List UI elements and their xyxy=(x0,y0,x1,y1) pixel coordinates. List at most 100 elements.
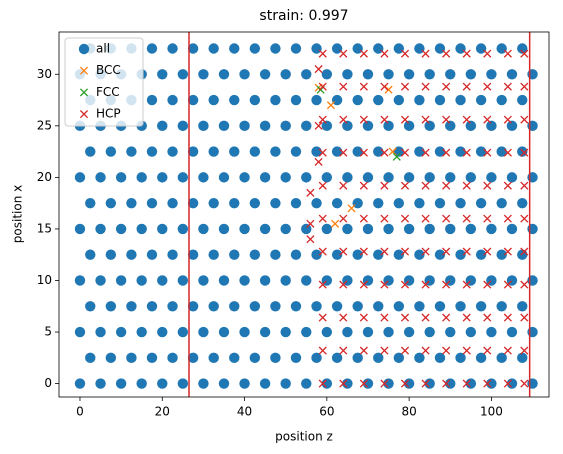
x-marker xyxy=(318,49,327,58)
x-tick-label: 60 xyxy=(319,405,334,419)
point xyxy=(424,172,435,183)
point xyxy=(157,378,168,389)
point xyxy=(198,326,209,338)
point xyxy=(321,120,333,132)
point xyxy=(85,352,96,364)
point xyxy=(311,197,322,209)
point xyxy=(229,249,240,260)
x-marker xyxy=(314,121,323,130)
point xyxy=(218,326,230,338)
point xyxy=(403,172,415,183)
point xyxy=(362,69,374,80)
point xyxy=(239,172,250,183)
point xyxy=(496,301,507,312)
x-marker xyxy=(421,346,430,355)
y-tick-label: 25 xyxy=(37,118,52,132)
x-marker xyxy=(359,181,368,190)
point xyxy=(517,43,528,54)
y-tick-label: 30 xyxy=(37,67,52,81)
point xyxy=(229,197,240,209)
point xyxy=(167,146,178,157)
point xyxy=(434,352,446,364)
x-marker xyxy=(421,280,430,289)
point xyxy=(486,326,497,338)
point xyxy=(157,223,168,235)
point xyxy=(95,326,106,338)
point xyxy=(301,69,312,80)
point xyxy=(218,223,230,235)
point xyxy=(321,69,333,80)
point xyxy=(496,146,507,157)
point xyxy=(290,197,302,209)
point xyxy=(259,326,271,338)
point xyxy=(105,352,117,364)
axes: 0 20 40 60 80 100 0 5 10 15 20 25 30 all BCC FCC HCP xyxy=(37,31,550,419)
x-marker xyxy=(318,247,327,256)
point xyxy=(301,120,312,132)
x-marker xyxy=(359,82,368,91)
x-marker xyxy=(503,313,512,322)
point xyxy=(311,301,322,312)
x-marker xyxy=(347,204,356,213)
point xyxy=(311,94,322,106)
point xyxy=(455,146,466,157)
point xyxy=(301,378,312,389)
x-marker xyxy=(503,379,512,388)
x-marker xyxy=(462,379,471,388)
point xyxy=(342,223,353,235)
point xyxy=(95,275,106,286)
x-marker xyxy=(318,82,327,91)
point xyxy=(517,197,528,209)
x-marker xyxy=(318,379,327,388)
point xyxy=(527,275,538,286)
x-marker xyxy=(442,115,451,124)
point xyxy=(331,352,343,364)
point xyxy=(434,146,446,157)
point xyxy=(105,197,117,209)
point xyxy=(475,94,487,106)
point xyxy=(465,326,477,338)
x-marker xyxy=(462,115,471,124)
point xyxy=(249,301,261,312)
x-marker xyxy=(483,181,492,190)
x-marker xyxy=(400,82,410,91)
point xyxy=(445,120,456,132)
x-marker xyxy=(306,219,315,228)
x-marker xyxy=(503,214,512,223)
point xyxy=(229,43,240,54)
x-marker xyxy=(339,280,348,289)
point xyxy=(311,249,322,260)
point xyxy=(105,301,117,312)
x-marker xyxy=(442,181,451,190)
x-marker xyxy=(359,148,368,157)
x-marker xyxy=(462,82,471,91)
x-marker xyxy=(503,115,512,124)
y-tick-label: 10 xyxy=(37,273,52,287)
point xyxy=(506,69,518,80)
point xyxy=(208,43,219,54)
x-marker xyxy=(400,181,410,190)
x-marker xyxy=(318,214,327,223)
x-marker xyxy=(462,280,471,289)
point xyxy=(403,69,415,80)
x-marker xyxy=(400,115,410,124)
point xyxy=(270,249,281,260)
point xyxy=(496,352,507,364)
point xyxy=(352,146,363,157)
x-marker xyxy=(503,49,512,58)
point xyxy=(136,275,147,286)
point xyxy=(167,43,178,54)
point xyxy=(270,94,281,106)
point xyxy=(177,120,189,132)
x-marker xyxy=(462,247,471,256)
point xyxy=(198,378,209,389)
point xyxy=(115,378,127,389)
point xyxy=(486,69,497,80)
x-marker xyxy=(339,379,348,388)
x-marker xyxy=(400,148,410,157)
point xyxy=(208,352,219,364)
point xyxy=(177,69,189,80)
point xyxy=(74,275,86,286)
point xyxy=(187,249,199,260)
